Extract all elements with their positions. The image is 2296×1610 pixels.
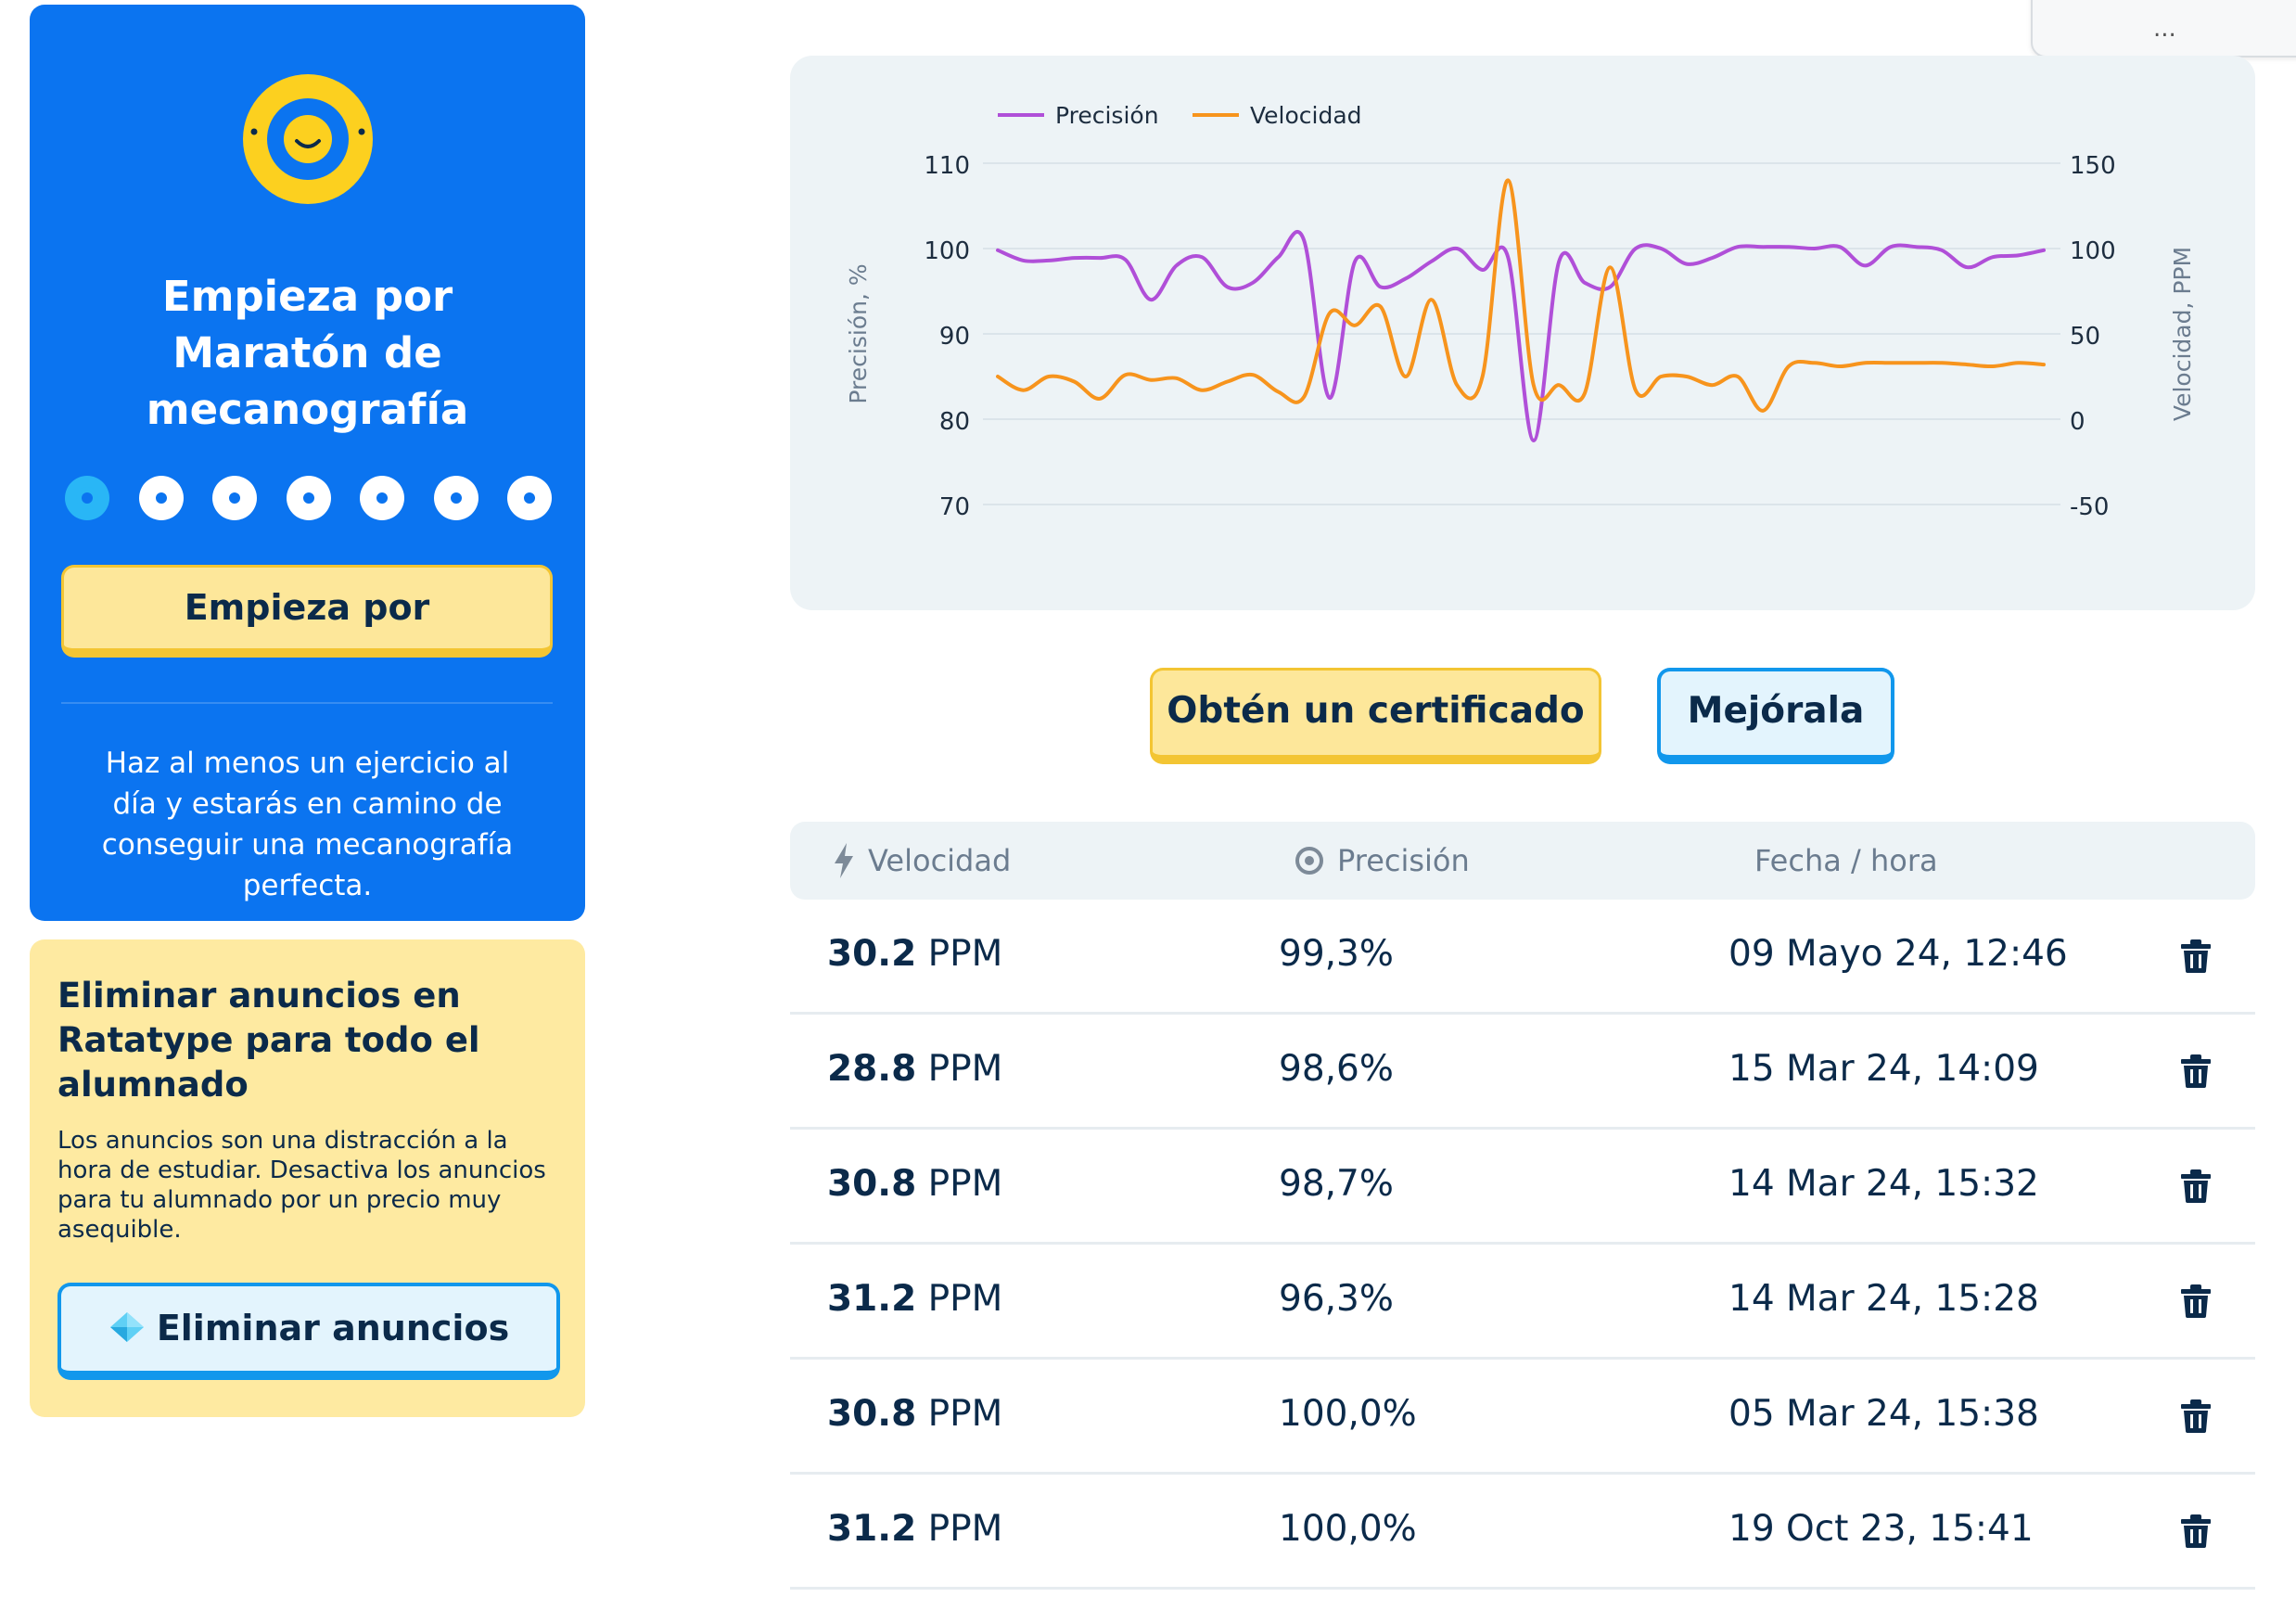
y-axis-title: Precisión, %	[845, 263, 872, 403]
trash-icon[interactable]	[2181, 1169, 2211, 1203]
header-speed: Velocidad	[833, 822, 1011, 900]
y2-tick-label: 100	[2070, 237, 2116, 265]
progress-step[interactable]	[286, 476, 331, 520]
progress-step[interactable]	[212, 476, 257, 520]
table-row: 30.8 PPM 98,7% 14 Mar 24, 15:32	[790, 1130, 2255, 1245]
get-certificate-button[interactable]: Obtén un certificado	[1150, 668, 1601, 764]
trash-icon[interactable]	[2181, 1514, 2211, 1548]
course-tip: Haz al menos un ejercicio al día y estar…	[101, 747, 514, 902]
y2-tick-label: 0	[2070, 408, 2086, 436]
popup-text: ...	[2153, 15, 2176, 43]
y-tick-label: 100	[924, 237, 970, 265]
series-line-speed	[996, 178, 2046, 413]
y-tick-label: 80	[939, 408, 970, 436]
table-row: 28.8 PPM 98,6% 15 Mar 24, 14:09	[790, 1015, 2255, 1130]
lightning-icon	[835, 843, 853, 878]
y-tick-label: 90	[939, 323, 970, 351]
trash-icon[interactable]	[2181, 939, 2211, 973]
row-date: 15 Mar 24, 14:09	[1728, 1048, 2039, 1090]
row-date: 14 Mar 24, 15:28	[1728, 1278, 2039, 1320]
row-date: 09 Mayo 24, 12:46	[1728, 933, 2068, 975]
header-precision: Precisión	[1295, 822, 1470, 900]
start-course-button[interactable]: Empieza por	[61, 565, 553, 658]
y2-tick-label: 150	[2070, 152, 2116, 180]
row-speed: 30.2 PPM	[827, 933, 1003, 975]
remove-ads-description: Los anuncios son una distracción a la ho…	[57, 1127, 546, 1244]
table-row: 30.2 PPM 99,3% 09 Mayo 24, 12:46	[790, 900, 2255, 1015]
trash-icon[interactable]	[2181, 1054, 2211, 1088]
legend-label: Velocidad	[1250, 102, 1362, 129]
row-precision: 99,3%	[1279, 933, 1394, 975]
y2-tick-label: 50	[2070, 323, 2100, 351]
progress-step[interactable]	[433, 476, 478, 520]
progress-step-current[interactable]	[65, 476, 109, 520]
y-tick-label: 110	[924, 152, 970, 180]
y2-tick-label: -50	[2070, 493, 2109, 521]
target-icon	[1295, 847, 1323, 875]
header-date: Fecha / hora	[1754, 822, 1938, 900]
row-speed: 30.8 PPM	[827, 1393, 1003, 1435]
row-speed: 31.2 PPM	[827, 1278, 1003, 1320]
row-speed: 30.8 PPM	[827, 1163, 1003, 1205]
progress-step[interactable]	[507, 476, 552, 520]
progress-step[interactable]	[138, 476, 184, 520]
remove-ads-button-label: Eliminar anuncios	[156, 1308, 510, 1348]
row-date: 19 Oct 23, 15:41	[1728, 1508, 2034, 1550]
card-divider	[61, 702, 553, 704]
popup-tooltip: ...	[2031, 0, 2296, 58]
table-row: 31.2 PPM 96,3% 14 Mar 24, 15:28	[790, 1245, 2255, 1360]
trash-icon[interactable]	[2181, 1399, 2211, 1433]
row-speed: 31.2 PPM	[827, 1508, 1003, 1550]
row-precision: 100,0%	[1279, 1393, 1417, 1435]
series-line-precision	[996, 230, 2046, 443]
trash-icon[interactable]	[2181, 1284, 2211, 1318]
header-precision-label: Precisión	[1337, 843, 1470, 878]
diamond-icon	[109, 1311, 144, 1342]
course-title: Empieza por Maratón de mecanografía	[146, 272, 469, 434]
y2-axis-title: Velocidad, PPM	[2169, 247, 2196, 421]
row-date: 05 Mar 24, 15:38	[1728, 1393, 2039, 1435]
chart-svg: 110 150 100 100 90 50 80 0 70 -50 Precisión, % Velo…	[845, 102, 2196, 521]
row-speed: 28.8 PPM	[827, 1048, 1003, 1090]
ratatype-mascot-icon	[243, 74, 373, 204]
results-table-header: Velocidad Precisión Fecha / hora	[790, 822, 2255, 900]
progress-chart: 110 150 100 100 90 50 80 0 70 -50 Precisión, % Velo…	[790, 56, 2255, 610]
remove-ads-card: Eliminar anuncios en Ratatype para todo …	[30, 939, 585, 1417]
y-tick-label: 70	[939, 493, 970, 521]
row-precision: 98,6%	[1279, 1048, 1394, 1090]
legend-label: Precisión	[1055, 102, 1159, 129]
improve-button[interactable]: Mejórala	[1657, 668, 1894, 764]
course-card: Empieza por Maratón de mecanografía Empi…	[30, 5, 585, 921]
header-date-label: Fecha / hora	[1754, 843, 1938, 878]
row-precision: 100,0%	[1279, 1508, 1417, 1550]
table-row: 31.2 PPM 100,0% 19 Oct 23, 15:41	[790, 1475, 2255, 1590]
table-row: 30.8 PPM 100,0% 05 Mar 24, 15:38	[790, 1360, 2255, 1475]
row-date: 14 Mar 24, 15:32	[1728, 1163, 2039, 1205]
remove-ads-button[interactable]: Eliminar anuncios	[57, 1283, 560, 1380]
header-speed-label: Velocidad	[868, 843, 1012, 878]
row-precision: 98,7%	[1279, 1163, 1394, 1205]
course-progress	[65, 476, 552, 520]
remove-ads-title: Eliminar anuncios en Ratatype para todo …	[57, 976, 480, 1105]
row-precision: 96,3%	[1279, 1278, 1394, 1320]
progress-step[interactable]	[360, 476, 404, 520]
